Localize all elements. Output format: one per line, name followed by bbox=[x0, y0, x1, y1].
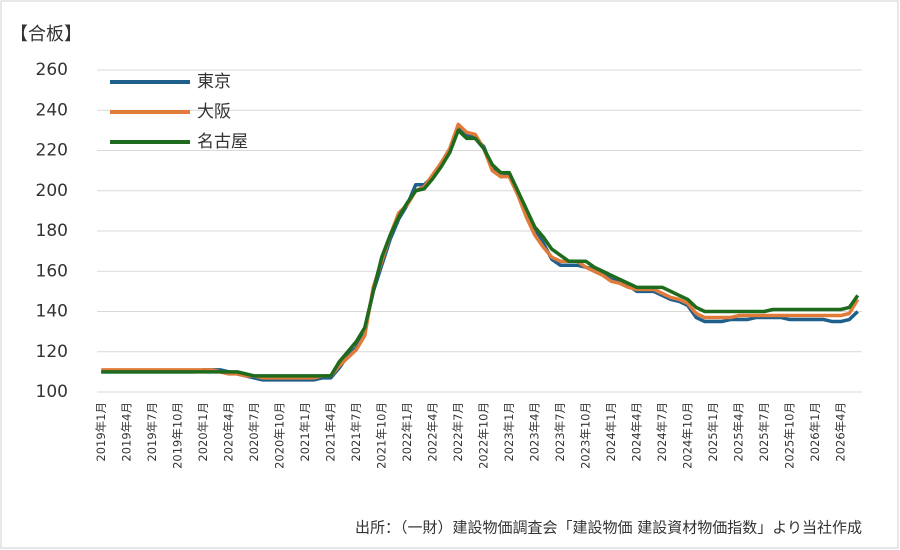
x-tick-label: 2019年4月 bbox=[119, 402, 133, 462]
y-tick-label: 260 bbox=[36, 60, 68, 80]
series-line bbox=[101, 128, 860, 378]
x-tick-label: 2020年7月 bbox=[247, 402, 261, 462]
x-tick-label: 2019年7月 bbox=[145, 402, 159, 462]
x-tick-label: 2023年7月 bbox=[553, 402, 567, 462]
y-tick-label: 180 bbox=[36, 221, 68, 241]
x-tick-label: 2020年4月 bbox=[221, 402, 235, 462]
x-tick-label: 2021年7月 bbox=[349, 402, 363, 462]
x-tick-label: 2024年10月 bbox=[680, 402, 694, 469]
x-tick-label: 2024年7月 bbox=[655, 402, 669, 462]
y-tick-label: 240 bbox=[36, 100, 68, 120]
x-tick-label: 2021年1月 bbox=[298, 402, 312, 462]
x-tick-label: 2023年1月 bbox=[502, 402, 516, 462]
x-tick-label: 2023年10月 bbox=[578, 402, 592, 469]
y-tick-label: 100 bbox=[36, 382, 68, 402]
legend-label: 大阪 bbox=[197, 102, 231, 122]
y-tick-label: 140 bbox=[36, 302, 68, 322]
chart-title: 【合板】 bbox=[10, 24, 82, 45]
x-tick-label: 2022年1月 bbox=[400, 402, 414, 462]
y-tick-label: 160 bbox=[36, 261, 68, 281]
source-note: 出所：（一財）建設物価調査会「建設物価 建設資材物価指数」より当社作成 bbox=[355, 519, 862, 537]
legend-label: 東京 bbox=[197, 72, 231, 92]
x-tick-label: 2026年4月 bbox=[833, 402, 847, 462]
x-tick-label: 2019年10月 bbox=[170, 402, 184, 469]
legend-label: 名古屋 bbox=[197, 132, 248, 152]
x-tick-label: 2023年4月 bbox=[527, 402, 541, 462]
x-tick-label: 2025年7月 bbox=[757, 402, 771, 462]
x-tick-label: 2021年4月 bbox=[323, 402, 337, 462]
x-tick-label: 2019年1月 bbox=[94, 402, 108, 462]
y-tick-label: 220 bbox=[36, 141, 68, 161]
x-tick-label: 2024年4月 bbox=[629, 402, 643, 462]
x-tick-label: 2026年1月 bbox=[808, 402, 822, 462]
x-tick-label: 2022年4月 bbox=[425, 402, 439, 462]
x-tick-label: 2025年1月 bbox=[706, 402, 720, 462]
x-tick-label: 2021年10月 bbox=[374, 402, 388, 469]
x-tick-label: 2020年1月 bbox=[196, 402, 210, 462]
x-tick-label: 2025年4月 bbox=[731, 402, 745, 462]
x-tick-label: 2025年10月 bbox=[782, 402, 796, 469]
x-tick-label: 2022年10月 bbox=[476, 402, 490, 469]
y-tick-label: 200 bbox=[36, 181, 68, 201]
x-tick-label: 2020年10月 bbox=[272, 402, 286, 469]
x-tick-label: 2024年1月 bbox=[604, 402, 618, 462]
x-tick-label: 2022年7月 bbox=[451, 402, 465, 462]
y-tick-label: 120 bbox=[36, 342, 68, 362]
